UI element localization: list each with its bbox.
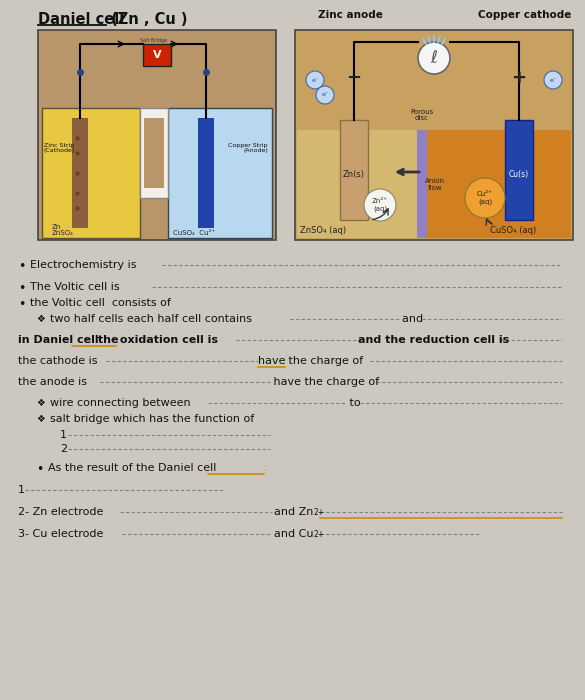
Bar	[340, 120, 368, 220]
Text: oxidation cell is: oxidation cell is	[116, 335, 222, 345]
Bar	[143, 44, 171, 66]
Circle shape	[418, 42, 450, 74]
Bar	[72, 118, 88, 228]
Text: e⁻: e⁻	[321, 92, 329, 97]
Text: 2: 2	[60, 444, 67, 454]
Text: 3- Cu electrode: 3- Cu electrode	[18, 529, 107, 539]
Text: the Voltic cell  consists of: the Voltic cell consists of	[30, 298, 171, 308]
Text: •: •	[18, 260, 25, 273]
Text: •: •	[36, 463, 43, 476]
Text: Porous
disc: Porous disc	[410, 108, 433, 122]
Bar	[168, 108, 272, 238]
Text: wire connecting between: wire connecting between	[50, 398, 194, 408]
Text: As the result of the Daniel cell: As the result of the Daniel cell	[48, 463, 216, 473]
Bar	[505, 120, 533, 220]
Text: and Zn: and Zn	[274, 507, 314, 517]
Bar	[297, 130, 417, 238]
Text: salt bridge which has the function of: salt bridge which has the function of	[50, 414, 254, 424]
Text: ZnSO₄: ZnSO₄	[52, 230, 74, 236]
Text: 2+: 2+	[313, 530, 324, 539]
Text: CuSO₄ (aq): CuSO₄ (aq)	[490, 226, 536, 235]
Text: Copper cathode: Copper cathode	[479, 10, 572, 20]
Text: two half cells each half cell contains: two half cells each half cell contains	[50, 314, 256, 324]
Bar	[42, 108, 140, 238]
Text: :: :	[264, 463, 267, 473]
Text: −: −	[346, 69, 362, 87]
Text: Salt Bridge: Salt Bridge	[140, 38, 167, 43]
Text: Zn: Zn	[52, 224, 61, 230]
Bar	[144, 118, 164, 188]
Circle shape	[364, 189, 396, 221]
Text: 2+: 2+	[313, 508, 324, 517]
Text: Zn²⁺
(aq): Zn²⁺ (aq)	[372, 198, 388, 211]
Text: and Cu: and Cu	[274, 529, 314, 539]
Text: Electrochemistry is: Electrochemistry is	[30, 260, 140, 270]
Text: the anode is: the anode is	[18, 377, 91, 387]
Text: ❖: ❖	[36, 398, 44, 408]
Text: ZnSO₄ (aq): ZnSO₄ (aq)	[300, 226, 346, 235]
Text: Zinc Strip
(Cathode): Zinc Strip (Cathode)	[44, 143, 75, 153]
Text: The Voltic cell is: The Voltic cell is	[30, 282, 123, 292]
Bar	[295, 30, 573, 240]
Text: have the charge of: have the charge of	[270, 377, 383, 387]
Text: •: •	[18, 298, 25, 311]
Text: 1: 1	[60, 430, 67, 440]
Text: the cathode is: the cathode is	[18, 356, 101, 366]
Text: (Zn , Cu ): (Zn , Cu )	[106, 12, 188, 27]
Text: ❖: ❖	[36, 414, 44, 424]
Text: CuSO₄  Cu²⁺: CuSO₄ Cu²⁺	[173, 230, 215, 236]
Text: and: and	[402, 314, 426, 324]
Text: V: V	[153, 50, 161, 60]
Bar	[417, 130, 427, 238]
Text: Cu(s): Cu(s)	[509, 171, 529, 179]
Circle shape	[316, 86, 334, 104]
Bar	[38, 30, 276, 240]
Text: and the reduction cell is: and the reduction cell is	[358, 335, 513, 345]
Text: Cu²⁺
(aq): Cu²⁺ (aq)	[477, 191, 493, 204]
Text: 2- Zn electrode: 2- Zn electrode	[18, 507, 104, 517]
Text: •: •	[18, 282, 25, 295]
Text: ℓ: ℓ	[431, 49, 438, 67]
Text: e⁻: e⁻	[311, 78, 319, 83]
Text: ❖: ❖	[36, 314, 44, 324]
Text: Zn(s): Zn(s)	[343, 171, 365, 179]
Circle shape	[544, 71, 562, 89]
Circle shape	[465, 178, 505, 218]
Text: to: to	[346, 398, 364, 408]
Bar	[140, 108, 168, 198]
Text: +: +	[511, 69, 526, 87]
Circle shape	[306, 71, 324, 89]
Text: Copper Strip
(Anode): Copper Strip (Anode)	[229, 143, 268, 153]
Bar	[425, 130, 571, 238]
Text: 1: 1	[18, 485, 25, 495]
Text: in Daniel cell: in Daniel cell	[18, 335, 99, 345]
Text: Zinc anode: Zinc anode	[318, 10, 383, 20]
Bar	[198, 118, 214, 228]
Text: Daniel cell: Daniel cell	[38, 12, 124, 27]
Text: the: the	[94, 335, 119, 345]
Text: have: have	[258, 356, 285, 366]
Text: the charge of: the charge of	[285, 356, 367, 366]
Text: e⁻: e⁻	[549, 78, 556, 83]
Text: Anion
flow: Anion flow	[425, 178, 445, 191]
